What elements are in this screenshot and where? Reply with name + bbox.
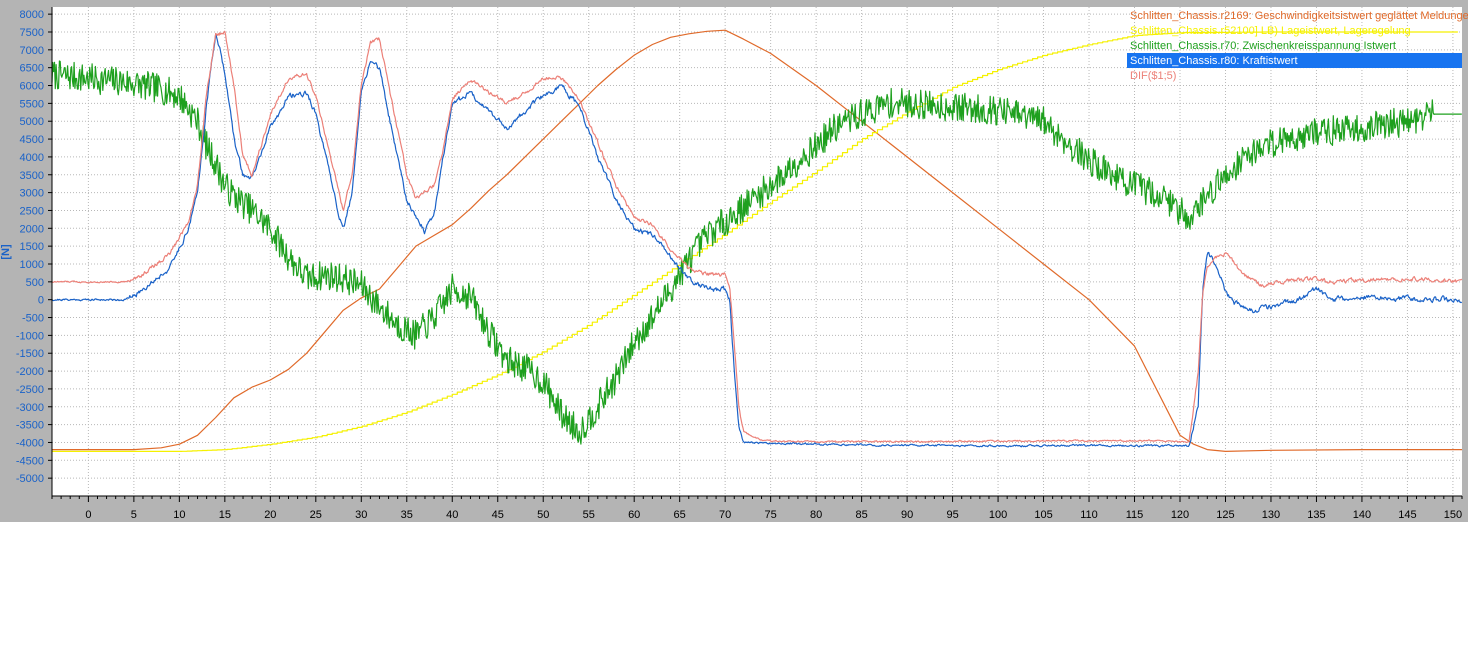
y-tick-label: -4500 [16,455,44,467]
y-tick-label: 6000 [20,81,44,93]
x-tick-label: 45 [492,509,504,521]
x-tick-label: 145 [1398,509,1416,521]
y-tick-label: 1500 [20,241,44,253]
y-tick-label: -500 [22,313,44,325]
x-tick-label: 50 [537,509,549,521]
x-tick-label: 85 [855,509,867,521]
y-tick-label: 4000 [20,152,44,164]
legend-entry[interactable]: DIF($1;5) [1130,70,1176,82]
y-axis-label: [N] [0,244,12,260]
x-tick-label: 95 [946,509,958,521]
x-tick-label: 40 [446,509,458,521]
y-tick-label: 6500 [20,63,44,75]
legend-selection-highlight [1127,53,1462,68]
y-tick-label: 500 [26,277,44,289]
legend[interactable]: Schlitten_Chassis.r2169: Geschwindigkeit… [1127,10,1468,82]
x-tick-label: 120 [1171,509,1189,521]
y-tick-label: 7500 [20,27,44,39]
y-tick-label: 3500 [20,170,44,182]
x-tick-label: 105 [1034,509,1052,521]
x-tick-label: 100 [989,509,1007,521]
y-tick-label: -3000 [16,402,44,414]
x-tick-label: 140 [1353,509,1371,521]
y-tick-label: -2000 [16,366,44,378]
series-line-4[interactable] [51,30,1463,444]
y-tick-label: 2000 [20,223,44,235]
y-tick-label: 2500 [20,205,44,217]
y-tick-label: -1000 [16,330,44,342]
plot-area[interactable] [52,7,1462,496]
series-line-3[interactable] [51,33,1463,448]
x-tick-label: 60 [628,509,640,521]
line-chart[interactable]: 8000750070006500600055005000450040003500… [0,0,1468,522]
x-tick-label: 30 [355,509,367,521]
y-tick-label: 1000 [20,259,44,271]
series-line-0[interactable] [52,29,1462,452]
x-tick-label: 115 [1126,509,1144,521]
y-tick-label: 5500 [20,98,44,110]
x-tick-label: 90 [901,509,913,521]
y-tick-label: 8000 [20,9,44,21]
x-tick-label: 70 [719,509,731,521]
x-tick-label: 55 [583,509,595,521]
x-tick-label: 0 [85,509,91,521]
y-tick-label: 3000 [20,188,44,200]
x-tick-label: 125 [1216,509,1234,521]
y-tick-label: -1500 [16,348,44,360]
x-tick-label: 75 [765,509,777,521]
y-tick-label: -5000 [16,473,44,485]
x-tick-label: 15 [219,509,231,521]
y-tick-label: 0 [38,295,44,307]
series-line-2[interactable] [51,60,1462,445]
x-tick-label: 135 [1307,509,1325,521]
legend-entry[interactable]: Schlitten_Chassis.r70: Zwischenkreisspan… [1130,40,1396,52]
legend-entry[interactable]: Schlitten_Chassis.r2169: Geschwindigkeit… [1130,10,1468,22]
x-tick-label: 65 [674,509,686,521]
y-tick-label: -3500 [16,420,44,432]
x-tick-label: 5 [131,509,137,521]
y-tick-label: 4500 [20,134,44,146]
series-lines [51,29,1463,452]
x-tick-label: 150 [1444,509,1462,521]
y-tick-labels: 8000750070006500600055005000450040003500… [16,9,52,485]
y-tick-label: -4000 [16,437,44,449]
y-tick-label: 7000 [20,45,44,57]
x-tick-label: 110 [1080,509,1098,521]
x-tick-label: 20 [264,509,276,521]
legend-entry[interactable]: Schlitten_Chassis.r80: Kraftistwert [1130,55,1298,67]
y-tick-label: -2500 [16,384,44,396]
x-tick-label: 25 [310,509,322,521]
trace-window: 8000 7500 7000 6500 6000 5500 5000 4500 4000 3500… [0,0,1468,522]
x-tick-labels: 0 5 10 15 20 25 30 35 40 45 50 55 60 65 70 75 80 85 90 95 10… [51,496,1463,521]
y-tick-label: 5000 [20,116,44,128]
x-tick-label: 130 [1262,509,1280,521]
legend-entry[interactable]: Schlitten_Chassis.r52100] LB) Lageistwer… [1130,25,1411,37]
x-tick-label: 10 [173,509,185,521]
x-tick-label: 80 [810,509,822,521]
axes [51,7,1462,497]
x-tick-label: 35 [401,509,413,521]
